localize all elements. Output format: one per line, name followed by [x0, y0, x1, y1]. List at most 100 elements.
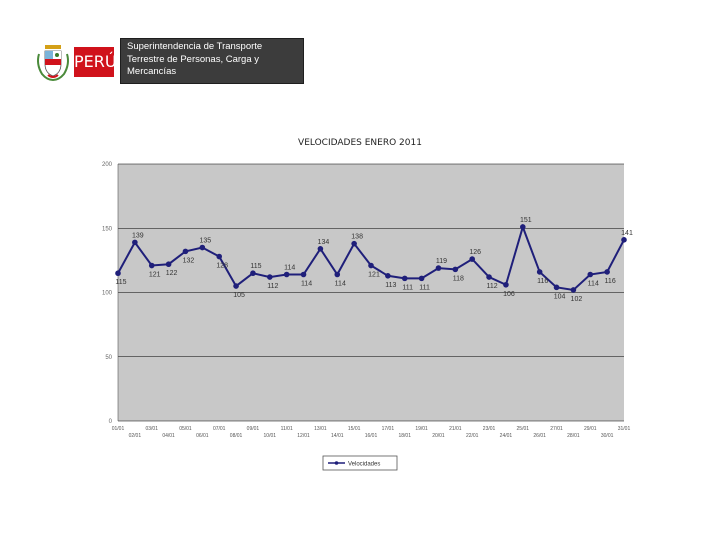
data-label: 122: [166, 270, 178, 277]
x-tick-label: 04/01: [162, 433, 175, 439]
x-tick-label: 14/01: [331, 433, 344, 439]
x-tick-label: 29/01: [584, 426, 597, 432]
data-labels: 115 139 121 122 132 135 128 105 115 112 114 114 134 1…: [115, 217, 633, 303]
data-point: [317, 246, 324, 252]
data-label: 119: [436, 258, 447, 265]
data-point: [435, 265, 442, 271]
data-label: 105: [233, 292, 245, 299]
legend: Velocidades: [322, 455, 398, 471]
agency-name: Superintendencia de Transporte Terrestre…: [120, 38, 304, 84]
data-point: [452, 266, 459, 273]
data-label: 141: [621, 230, 633, 237]
x-tick-label: 18/01: [398, 433, 411, 439]
x-tick-label: 19/01: [415, 426, 428, 432]
legend-entry: Velocidades: [348, 462, 380, 468]
y-axis-ticks: 0 50 100 150 200: [102, 162, 113, 425]
gridlines: [117, 163, 624, 422]
data-label: 102: [571, 296, 583, 303]
x-tick-label: 03/01: [145, 426, 158, 432]
data-label: 134: [318, 239, 330, 246]
agency-line-3: Mercancías: [127, 66, 177, 77]
data-point: [267, 274, 273, 280]
data-label: 115: [250, 263, 261, 270]
x-tick-label: 11/01: [281, 426, 293, 432]
x-tick-label: 05/01: [179, 426, 192, 432]
y-tick-label: 150: [102, 226, 113, 232]
x-tick-label: 06/01: [196, 433, 209, 439]
data-point: [250, 270, 256, 277]
data-point: [621, 237, 627, 243]
x-tick-label: 31/01: [618, 426, 631, 432]
data-label: 115: [115, 279, 126, 286]
data-label: 106: [503, 291, 515, 298]
y-tick-label: 0: [109, 419, 113, 425]
data-point: [300, 271, 307, 278]
chart-title: VELOCIDADES ENERO 2011: [298, 138, 422, 148]
x-tick-label: 23/01: [483, 426, 496, 432]
x-tick-label: 01/01: [112, 426, 125, 432]
data-label: 114: [335, 281, 346, 288]
data-label: 111: [419, 284, 430, 291]
data-label: 118: [453, 275, 464, 282]
x-tick-label: 12/01: [297, 433, 310, 439]
data-point: [132, 239, 138, 246]
data-point: [604, 269, 610, 275]
data-point: [283, 271, 290, 278]
data-label: 111: [402, 284, 413, 291]
data-point: [401, 275, 408, 282]
data-point: [469, 256, 476, 262]
x-tick-label: 22/01: [466, 433, 479, 439]
data-point: [199, 244, 206, 251]
data-point: [216, 253, 222, 260]
data-point: [351, 240, 357, 247]
data-label: 139: [132, 232, 144, 239]
data-point: [182, 248, 189, 255]
data-point: [115, 270, 121, 277]
data-label: 128: [216, 263, 228, 270]
data-point: [418, 275, 425, 282]
y-tick-label: 200: [102, 162, 113, 168]
data-point: [385, 272, 391, 279]
x-tick-label: 08/01: [230, 433, 243, 439]
x-tick-label: 30/01: [601, 433, 614, 439]
x-tick-label: 21/01: [449, 426, 462, 432]
data-label: 116: [605, 278, 616, 285]
x-tick-label: 28/01: [567, 433, 580, 439]
data-label: 113: [385, 282, 396, 289]
data-label: 104: [554, 293, 566, 300]
x-tick-label: 09/01: [247, 426, 260, 432]
data-point: [553, 284, 560, 291]
data-point: [486, 274, 492, 280]
data-label: 114: [301, 281, 312, 288]
x-tick-label: 25/01: [517, 426, 530, 432]
y-tick-label: 100: [102, 291, 113, 297]
x-tick-label: 20/01: [432, 433, 445, 439]
x-tick-label: 24/01: [500, 433, 513, 439]
data-label: 116: [537, 278, 548, 285]
x-tick-label: 26/01: [533, 433, 546, 439]
y-tick-label: 50: [105, 355, 112, 361]
x-tick-label: 17/01: [382, 426, 395, 432]
agency-line-1: Superintendencia de Transporte: [127, 41, 263, 52]
x-tick-label: 15/01: [348, 426, 361, 432]
data-label: 114: [588, 281, 599, 288]
x-tick-label: 13/01: [314, 426, 327, 432]
x-tick-label: 16/01: [365, 433, 378, 439]
data-point: [536, 269, 543, 275]
data-point: [503, 281, 509, 288]
data-points: [115, 224, 627, 293]
data-point: [165, 261, 172, 268]
data-point: [233, 283, 239, 289]
data-label: 114: [284, 265, 295, 272]
x-tick-label: 02/01: [129, 433, 142, 439]
data-label: 112: [486, 283, 497, 290]
x-tick-label: 27/01: [550, 426, 563, 432]
data-label: 126: [469, 249, 481, 256]
page-header: PERÚ Superintendencia de Transporte Terr…: [34, 38, 306, 86]
country-label: PERÚ: [74, 47, 117, 77]
x-tick-label: 07/01: [213, 426, 226, 432]
data-point: [368, 262, 374, 269]
agency-line-2: Terrestre de Personas, Carga y: [127, 53, 260, 65]
